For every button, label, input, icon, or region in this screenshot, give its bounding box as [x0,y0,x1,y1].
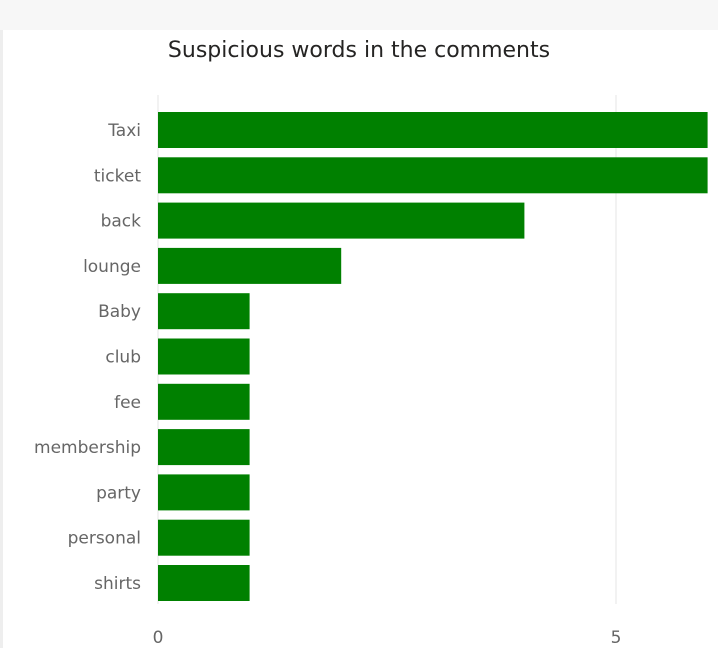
panel-edge [0,30,3,648]
bar[interactable] [158,338,250,375]
category-label: lounge [83,257,141,277]
x-tick-label: 5 [611,628,622,648]
chart-title: Suspicious words in the comments [167,38,551,63]
bar[interactable] [158,202,525,239]
bar[interactable] [158,519,250,556]
category-label: Taxi [107,121,141,141]
category-label: ticket [94,166,141,186]
category-label: Baby [98,302,141,322]
category-label: back [101,212,142,232]
bar[interactable] [158,429,250,466]
header-strip [0,0,718,30]
category-label: membership [34,438,141,458]
bar[interactable] [158,157,708,194]
bar[interactable] [158,247,342,284]
bar[interactable] [158,293,250,330]
category-labels: Taxi ticket back lounge Baby club fee membershi… [34,121,141,594]
bar[interactable] [158,565,250,601]
category-label: shirts [94,574,141,594]
category-label: personal [68,529,141,549]
bar[interactable] [158,474,250,511]
category-label: fee [114,393,141,413]
category-label: club [105,348,141,368]
bars-layer [158,112,708,601]
bar[interactable] [158,112,708,148]
x-tick-label: 0 [153,628,164,648]
category-label: party [96,483,141,503]
bar[interactable] [158,383,250,420]
